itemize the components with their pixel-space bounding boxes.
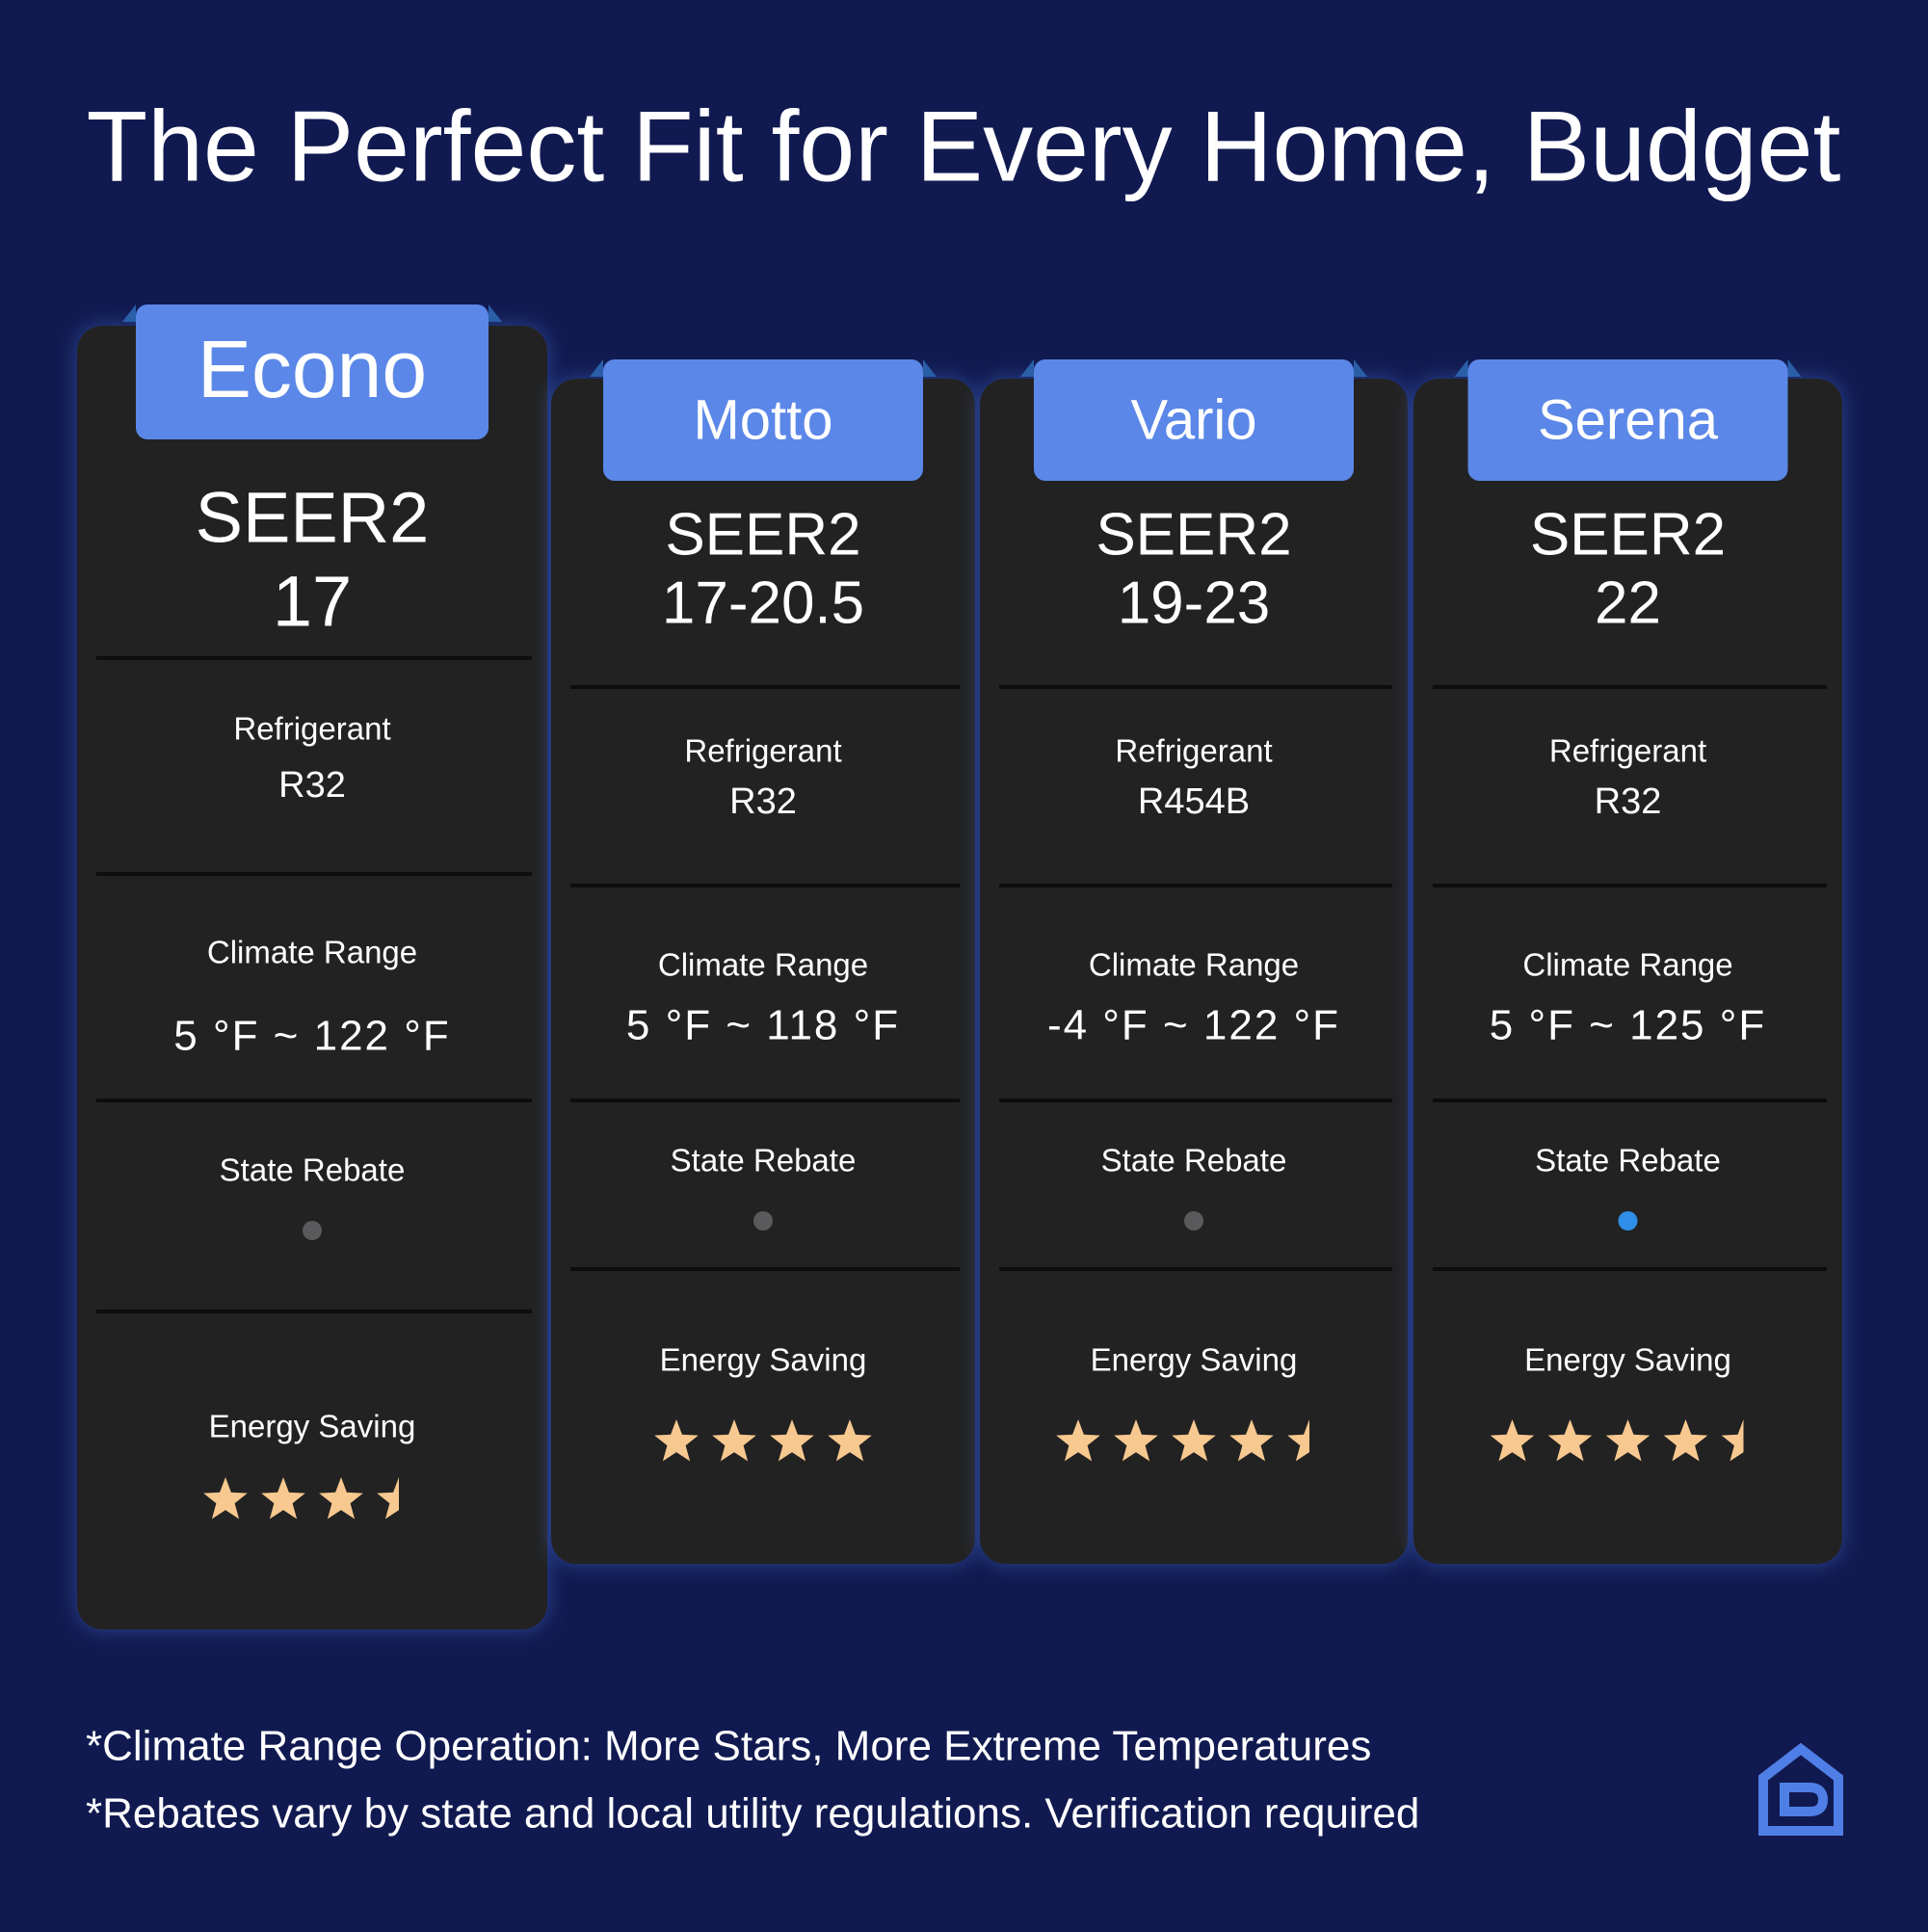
row-label: Energy Saving bbox=[1524, 1342, 1731, 1378]
row-value: R32 bbox=[278, 765, 346, 806]
star bbox=[1056, 1419, 1100, 1462]
row-value: 5 °F ~ 122 °F bbox=[173, 1013, 450, 1060]
row-label: Climate Range bbox=[1089, 947, 1299, 983]
star bbox=[654, 1419, 699, 1462]
tab-fold bbox=[122, 304, 136, 322]
tab bbox=[136, 304, 489, 439]
seer-value: 17-20.5 bbox=[662, 569, 864, 636]
row-label: State Rebate bbox=[220, 1152, 406, 1188]
star bbox=[1663, 1419, 1708, 1462]
rebate-indicator bbox=[753, 1211, 773, 1231]
star bbox=[828, 1419, 872, 1462]
logo bbox=[1758, 1742, 1843, 1836]
tab-fold bbox=[590, 359, 603, 377]
row-label: Climate Range bbox=[658, 947, 868, 983]
title: The Perfect Fit for Every Home, Budget bbox=[87, 91, 1841, 202]
row-label: State Rebate bbox=[1101, 1143, 1287, 1178]
star bbox=[770, 1419, 814, 1462]
star bbox=[319, 1477, 363, 1520]
row-label: Refrigerant bbox=[233, 711, 390, 747]
star bbox=[1172, 1419, 1216, 1462]
tab-fold bbox=[1020, 359, 1034, 377]
card-body bbox=[77, 326, 547, 1629]
row-label: Climate Range bbox=[207, 935, 417, 970]
row-label: Energy Saving bbox=[660, 1342, 867, 1378]
rebate-indicator bbox=[303, 1221, 322, 1240]
row-value: R454B bbox=[1138, 781, 1250, 822]
row-value: -4 °F ~ 122 °F bbox=[1047, 1002, 1340, 1049]
seer-value: 19-23 bbox=[1118, 569, 1271, 636]
footnote: *Rebates vary by state and local utility… bbox=[86, 1790, 1419, 1838]
rebate-indicator bbox=[1184, 1211, 1203, 1231]
model-name: Econo bbox=[198, 324, 427, 414]
row-label: State Rebate bbox=[1535, 1143, 1721, 1178]
row-label: Refrigerant bbox=[1549, 733, 1706, 769]
row-value: 5 °F ~ 125 °F bbox=[1490, 1002, 1766, 1049]
seer-label: SEER2 bbox=[1096, 501, 1291, 568]
tab-fold bbox=[923, 359, 937, 377]
model-name: Motto bbox=[693, 388, 832, 451]
row-label: Refrigerant bbox=[1115, 733, 1272, 769]
seer-label: SEER2 bbox=[1530, 501, 1726, 568]
star bbox=[1605, 1419, 1651, 1462]
star bbox=[1229, 1419, 1274, 1462]
row-label: Energy Saving bbox=[1091, 1342, 1298, 1378]
row-value: 5 °F ~ 118 °F bbox=[626, 1002, 900, 1049]
tab-fold bbox=[1787, 359, 1802, 377]
tab bbox=[1467, 359, 1788, 481]
model-name: Serena bbox=[1538, 388, 1719, 451]
tab-fold bbox=[1354, 359, 1367, 377]
seer-value: 22 bbox=[1595, 569, 1661, 636]
star bbox=[1287, 1419, 1309, 1462]
row-value: R32 bbox=[729, 781, 797, 822]
tab-fold bbox=[1454, 359, 1468, 377]
footnote: *Climate Range Operation: More Stars, Mo… bbox=[86, 1723, 1371, 1770]
row-label: Refrigerant bbox=[684, 733, 841, 769]
star bbox=[1114, 1419, 1158, 1462]
star bbox=[203, 1477, 248, 1520]
row-label: Energy Saving bbox=[209, 1409, 416, 1444]
star bbox=[377, 1477, 399, 1520]
star bbox=[712, 1419, 756, 1462]
model-name: Vario bbox=[1130, 388, 1256, 451]
row-label: Climate Range bbox=[1522, 947, 1732, 983]
tab-fold bbox=[489, 304, 502, 322]
star bbox=[1490, 1419, 1535, 1462]
row-value: R32 bbox=[1595, 781, 1662, 822]
tab bbox=[603, 359, 923, 481]
rebate-indicator bbox=[1618, 1211, 1638, 1231]
star bbox=[1547, 1419, 1593, 1462]
tab bbox=[1034, 359, 1354, 481]
row-label: State Rebate bbox=[671, 1143, 857, 1178]
star bbox=[1721, 1419, 1744, 1462]
seer-label: SEER2 bbox=[665, 501, 860, 568]
seer-label: SEER2 bbox=[196, 478, 430, 558]
seer-value: 17 bbox=[273, 562, 352, 642]
star bbox=[261, 1477, 305, 1520]
